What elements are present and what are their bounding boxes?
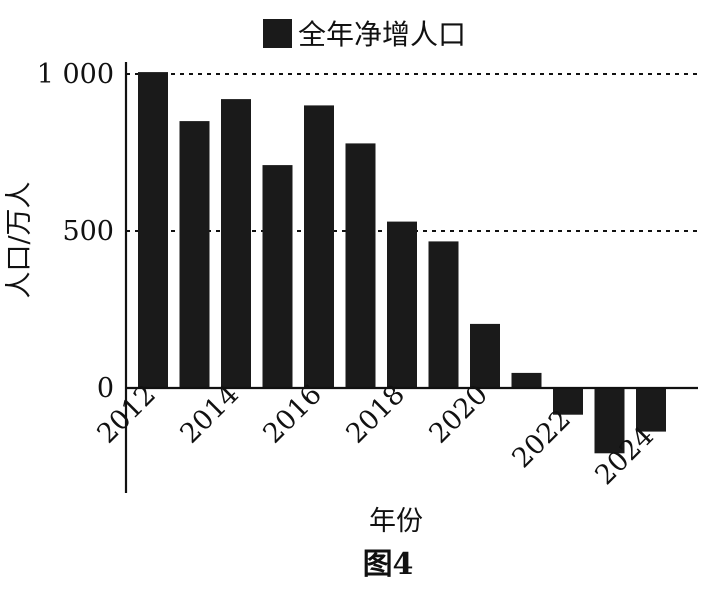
legend-swatch: [263, 19, 292, 48]
bar-2021: [511, 372, 542, 388]
legend: 全年净增人口: [263, 18, 466, 51]
bar-2015: [262, 165, 293, 388]
bars: [138, 72, 666, 454]
y-axis-title: 人口/万人: [4, 181, 35, 298]
y-tick-label: 500: [62, 216, 114, 247]
bar-2020: [470, 323, 500, 388]
bar-2017: [345, 143, 376, 388]
bar-2024: [636, 388, 666, 432]
bar-2018: [387, 221, 417, 388]
bar-2023: [594, 388, 625, 454]
bar-2019: [428, 241, 459, 388]
bar-2014: [221, 99, 251, 388]
y-tick-label: 0: [97, 373, 114, 404]
x-tick-label-2018: 2018: [340, 379, 411, 450]
bar-2022: [553, 388, 583, 415]
x-axis-title: 年份: [369, 506, 423, 537]
bar-2012: [138, 72, 168, 388]
legend-label: 全年净增人口: [298, 18, 466, 51]
x-tick-label-2014: 2014: [174, 379, 245, 450]
reference-lines: [126, 73, 698, 232]
bar-2016: [304, 105, 334, 389]
y-tick-label: 1 000: [37, 59, 114, 90]
bar-2013: [179, 121, 210, 388]
figure-caption: 图4: [363, 547, 414, 582]
x-tick-label-2016: 2016: [257, 379, 328, 450]
x-tick-label-2020: 2020: [423, 379, 494, 450]
y-tick-labels: 0 500 1 000: [37, 59, 114, 404]
